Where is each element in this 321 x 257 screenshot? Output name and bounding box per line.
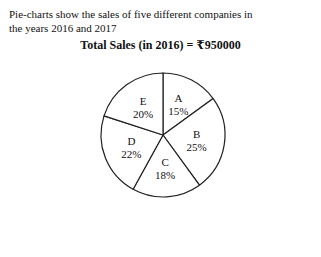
svg-text:B: B (193, 128, 200, 140)
svg-text:Pie-charts show the sales of f: Pie-charts show the sales of five differ… (9, 8, 253, 20)
svg-text:C: C (161, 156, 168, 168)
svg-text:18%: 18% (155, 169, 175, 181)
svg-text:20%: 20% (133, 108, 153, 120)
svg-text:22%: 22% (121, 148, 141, 160)
svg-text:25%: 25% (186, 141, 206, 153)
svg-text:15%: 15% (168, 105, 188, 117)
svg-text:D: D (127, 135, 135, 147)
svg-text:the years 2016 and 2017: the years 2016 and 2017 (9, 22, 117, 34)
svg-text:Total Sales (in 2016) = ₹95000: Total Sales (in 2016) = ₹950000 (80, 38, 240, 52)
svg-text:A: A (174, 92, 182, 104)
svg-text:E: E (140, 95, 147, 107)
